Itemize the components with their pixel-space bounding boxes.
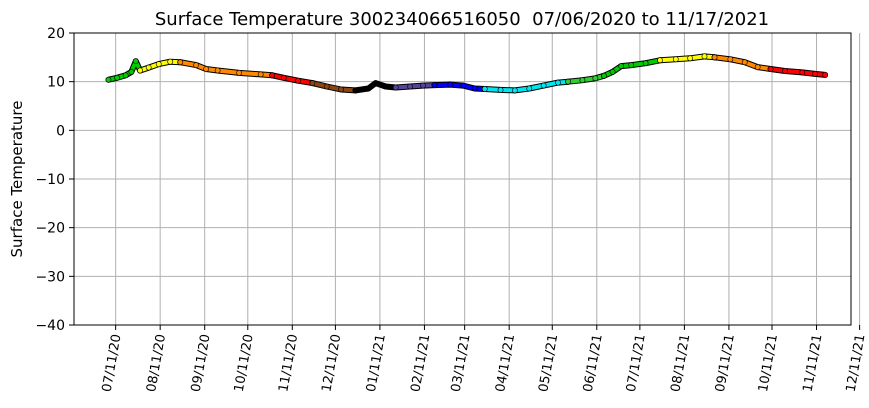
data-point	[177, 59, 184, 66]
x-tick-label: 05/11/21	[536, 333, 561, 393]
y-axis-label: Surface Temperature	[8, 101, 26, 258]
data-point	[767, 66, 774, 72]
x-tick-label: 09/11/21	[713, 333, 738, 393]
data-point	[236, 70, 243, 76]
data-point	[642, 60, 649, 67]
data-point	[618, 63, 625, 69]
data-point	[526, 85, 533, 92]
data-point	[657, 57, 663, 64]
data-point	[105, 76, 112, 83]
data-point	[352, 87, 359, 94]
data-point	[565, 78, 571, 85]
data-point	[497, 87, 504, 93]
y-tick-label: 10	[47, 75, 65, 91]
data-point	[609, 69, 616, 75]
data-point	[741, 59, 748, 66]
data-point	[799, 69, 806, 76]
x-tick-label: 02/11/21	[408, 333, 433, 393]
data-point	[203, 66, 210, 72]
x-tick-label: 01/11/21	[364, 333, 389, 393]
data-point	[122, 72, 129, 79]
data-point	[269, 72, 276, 79]
data-point	[555, 79, 561, 86]
data-point	[701, 53, 708, 60]
data-point	[540, 82, 547, 89]
series-line	[310, 81, 358, 93]
data-point	[447, 81, 454, 88]
x-tick-label: 08/11/20	[144, 333, 169, 393]
data-point	[392, 84, 399, 91]
y-tick-label: −20	[35, 221, 65, 237]
data-point	[382, 83, 389, 90]
data-point	[672, 56, 679, 63]
data-point	[155, 61, 162, 68]
data-point	[372, 80, 379, 87]
data-point	[114, 74, 120, 81]
y-tick-label: −30	[35, 269, 65, 285]
y-tick-label: 0	[56, 123, 65, 139]
data-point	[420, 82, 426, 89]
x-tick-label: 10/11/20	[232, 333, 257, 393]
data-point	[471, 85, 478, 92]
data-point	[481, 86, 488, 92]
data-point	[407, 83, 413, 90]
data-point	[167, 58, 174, 65]
data-point	[431, 82, 438, 88]
y-tick-label: −10	[35, 172, 65, 188]
data-point	[280, 74, 287, 81]
data-point	[754, 64, 761, 70]
data-point	[711, 54, 718, 61]
x-tick-label: 08/11/21	[668, 333, 693, 393]
data-point	[812, 70, 818, 77]
data-point	[137, 67, 143, 74]
y-axis-ticks: 20 10 0 −10 −20 −30 −40	[35, 26, 74, 334]
x-axis-ticks: 07/11/20 08/11/20 09/11/20 10/11/20 11/11/20…	[100, 325, 869, 393]
data-point	[309, 80, 316, 87]
series-line	[393, 83, 437, 90]
data-point	[579, 77, 586, 84]
data-point	[338, 86, 345, 93]
series-line	[270, 73, 315, 86]
x-tick-label: 12/11/21	[844, 333, 869, 393]
x-tick-label: 12/11/20	[319, 333, 344, 393]
data-point	[822, 71, 829, 78]
x-tick-label: 07/11/20	[100, 333, 125, 393]
chart-title: Surface Temperature 300234066516050 07/0…	[155, 9, 769, 30]
x-tick-label: 10/11/21	[756, 333, 781, 393]
x-tick-label: 03/11/21	[449, 333, 474, 393]
series-line	[566, 73, 606, 84]
x-tick-label: 04/11/21	[493, 333, 518, 393]
data-point	[365, 85, 372, 92]
y-tick-label: −40	[35, 318, 65, 334]
data-point	[601, 72, 607, 79]
data-point	[727, 56, 734, 63]
y-tick-label: 20	[47, 26, 65, 42]
x-tick-label: 09/11/20	[189, 333, 214, 393]
data-point	[214, 67, 221, 74]
data-point	[193, 62, 199, 69]
data-point	[782, 68, 788, 74]
data-point	[295, 77, 301, 84]
x-tick-label: 07/11/21	[624, 333, 649, 393]
series-layer	[105, 53, 829, 94]
x-tick-label: 11/11/20	[276, 333, 301, 393]
data-point	[687, 55, 694, 62]
data-point	[323, 83, 330, 90]
data-point	[592, 75, 599, 82]
data-point	[145, 64, 152, 71]
x-tick-label: 11/11/21	[801, 333, 826, 393]
data-point	[128, 69, 135, 75]
grid-layer	[74, 32, 861, 326]
data-point	[132, 58, 139, 65]
data-point	[257, 71, 264, 78]
data-point	[512, 87, 518, 94]
data-point	[628, 62, 635, 69]
x-tick-label: 06/11/21	[581, 333, 606, 393]
data-point	[460, 82, 467, 89]
